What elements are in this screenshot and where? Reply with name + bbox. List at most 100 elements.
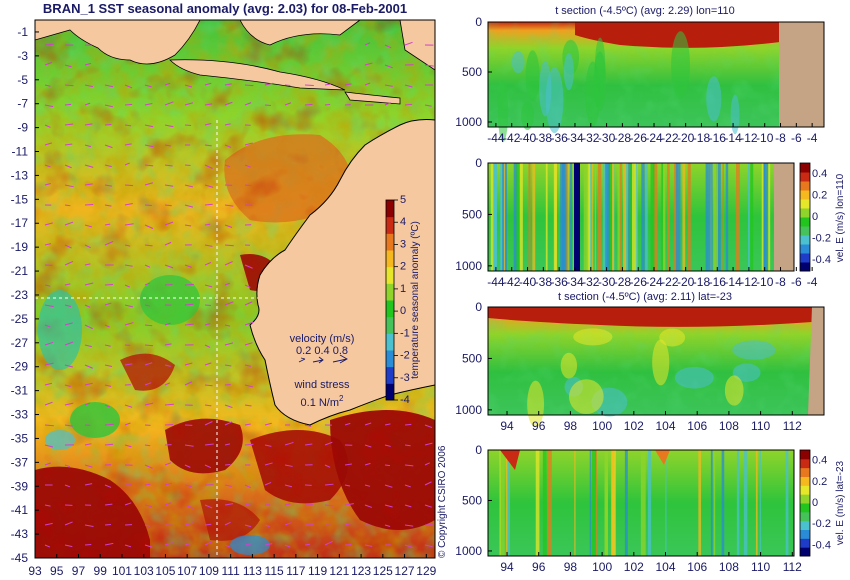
vector-arrow [124,304,134,308]
vector-arrow [84,324,93,330]
vector-arrow [104,324,110,328]
vector-arrow [364,422,372,426]
vector-arrow [244,364,251,367]
vector-arrow [224,521,231,526]
lat-tick-label: -37 [11,455,29,469]
x-tick-label: -10 [756,275,774,289]
x-tick-label: 100 [592,419,612,433]
x-tick-label: 94 [500,419,514,433]
vector-arrow [64,184,74,188]
vector-arrow [144,244,153,247]
lon-tick-label: 101 [112,564,132,578]
legend-arrow-large [332,354,348,364]
x-tick-label: 110 [751,419,770,433]
vector-arrow [204,184,214,188]
vector-arrow [244,164,251,168]
colorbar-swatch [386,216,394,234]
colorbar-swatch [386,366,394,384]
x-tick-label: -16 [709,131,727,145]
vector-arrow [364,544,373,547]
vector-arrow [384,423,391,426]
x-tick-label: -18 [693,131,711,145]
vector-arrow [84,144,91,148]
vector-arrow [44,43,54,46]
map-title: BRAN_1 SST seasonal anomaly (avg: 2.03) … [43,1,407,16]
velocity-colorbar-swatch [800,503,810,513]
vector-arrow [104,204,112,207]
velocity-colorbar-tick: -0.2 [812,518,831,530]
vector-arrow [164,184,174,187]
colorbar-swatch [386,233,394,251]
lon-tick-label: 117 [286,564,305,578]
velocity-colorbar-swatch [800,538,810,548]
vector-arrow [64,304,72,307]
vector-arrow [84,483,93,486]
vector-arrow [164,502,172,506]
vector-arrow [304,84,314,87]
vector-arrow [104,503,113,506]
vector-arrow [224,342,234,346]
x-tick-label: -26 [630,275,648,289]
vector-arrow [404,84,413,88]
lon-tick-label: 103 [134,564,154,578]
velocity-colorbar-tick: 0.4 [812,168,827,180]
colorbar-tick-label: 0 [400,305,406,317]
x-tick-label: 108 [719,560,739,574]
vector-arrow [44,222,53,226]
map-lat-axis: -1 -3 -5 -7 -9 -11 -13 -15 -17 -19 -21 -23 -25 -27 -29… [11,25,39,565]
x-tick-label: -42 [503,275,521,289]
vector-arrow [424,64,434,67]
vector-arrow [64,64,72,68]
vector-arrow [144,382,152,386]
lon-tick-label: 129 [416,564,436,578]
vector-arrow [124,322,134,326]
velocity-colorbar-tick: 0.2 [812,476,827,488]
vector-arrow [164,221,174,226]
vector-arrow [84,224,93,228]
panel1-title: t section (-4.5ºC) (avg: 2.29) lon=110 [555,5,735,17]
x-tick-label: -20 [677,131,695,145]
velocity-colorbar-swatch [800,529,810,539]
vector-arrow [224,204,234,207]
vector-arrow [364,504,372,508]
vector-arrow [404,423,412,426]
vector-arrow [44,124,51,128]
vector-arrow [84,123,93,126]
vector-arrow [104,123,112,126]
x-tick-label: -20 [677,275,695,289]
lon-tick-label: 119 [308,564,327,578]
vector-arrow [324,103,331,106]
vector-arrow [44,183,52,186]
colorbar-tick-label: 5 [400,194,406,206]
panel3-land-mask [808,307,824,415]
vector-arrow [64,322,73,326]
lon-tick-label: 105 [155,564,175,578]
map-colorbar: 5 4 3 2 1 0 -1 -2 -3 -4 temperature seasonal anom… [385,194,421,406]
vector-arrow [384,484,393,488]
vector-arrow [424,462,430,466]
vector-arrow [104,384,112,387]
vector-arrow [144,282,150,286]
x-tick-label: 104 [655,560,675,574]
x-tick-label: -40 [519,275,537,289]
vector-arrow [104,542,114,546]
t-section-lat23-panel: t section (-4.5ºC) (avg: 2.11) lat=-23 0… [455,291,825,433]
vector-arrow [264,422,272,426]
vector-legend: velocity (m/s) 0.2 0.4 0.8 wind stress 0… [290,333,355,409]
x-tick-label: -24 [645,131,663,145]
vector-arrow [144,124,154,128]
vector-arrow [244,84,254,87]
lat-tick-label: -29 [11,360,29,374]
vector-arrow [404,103,413,106]
x-tick-label: 98 [564,419,578,433]
lat-tick-label: -15 [11,192,29,206]
vector-arrow [244,524,251,528]
vector-arrow [224,144,232,148]
x-tick-label: 108 [719,419,739,433]
vector-arrow [204,223,211,226]
vector-arrow [124,103,133,106]
panel2-land-mask [774,163,794,271]
vector-arrow [264,543,273,546]
vector-arrow [364,444,372,448]
vector-arrow [424,544,433,548]
